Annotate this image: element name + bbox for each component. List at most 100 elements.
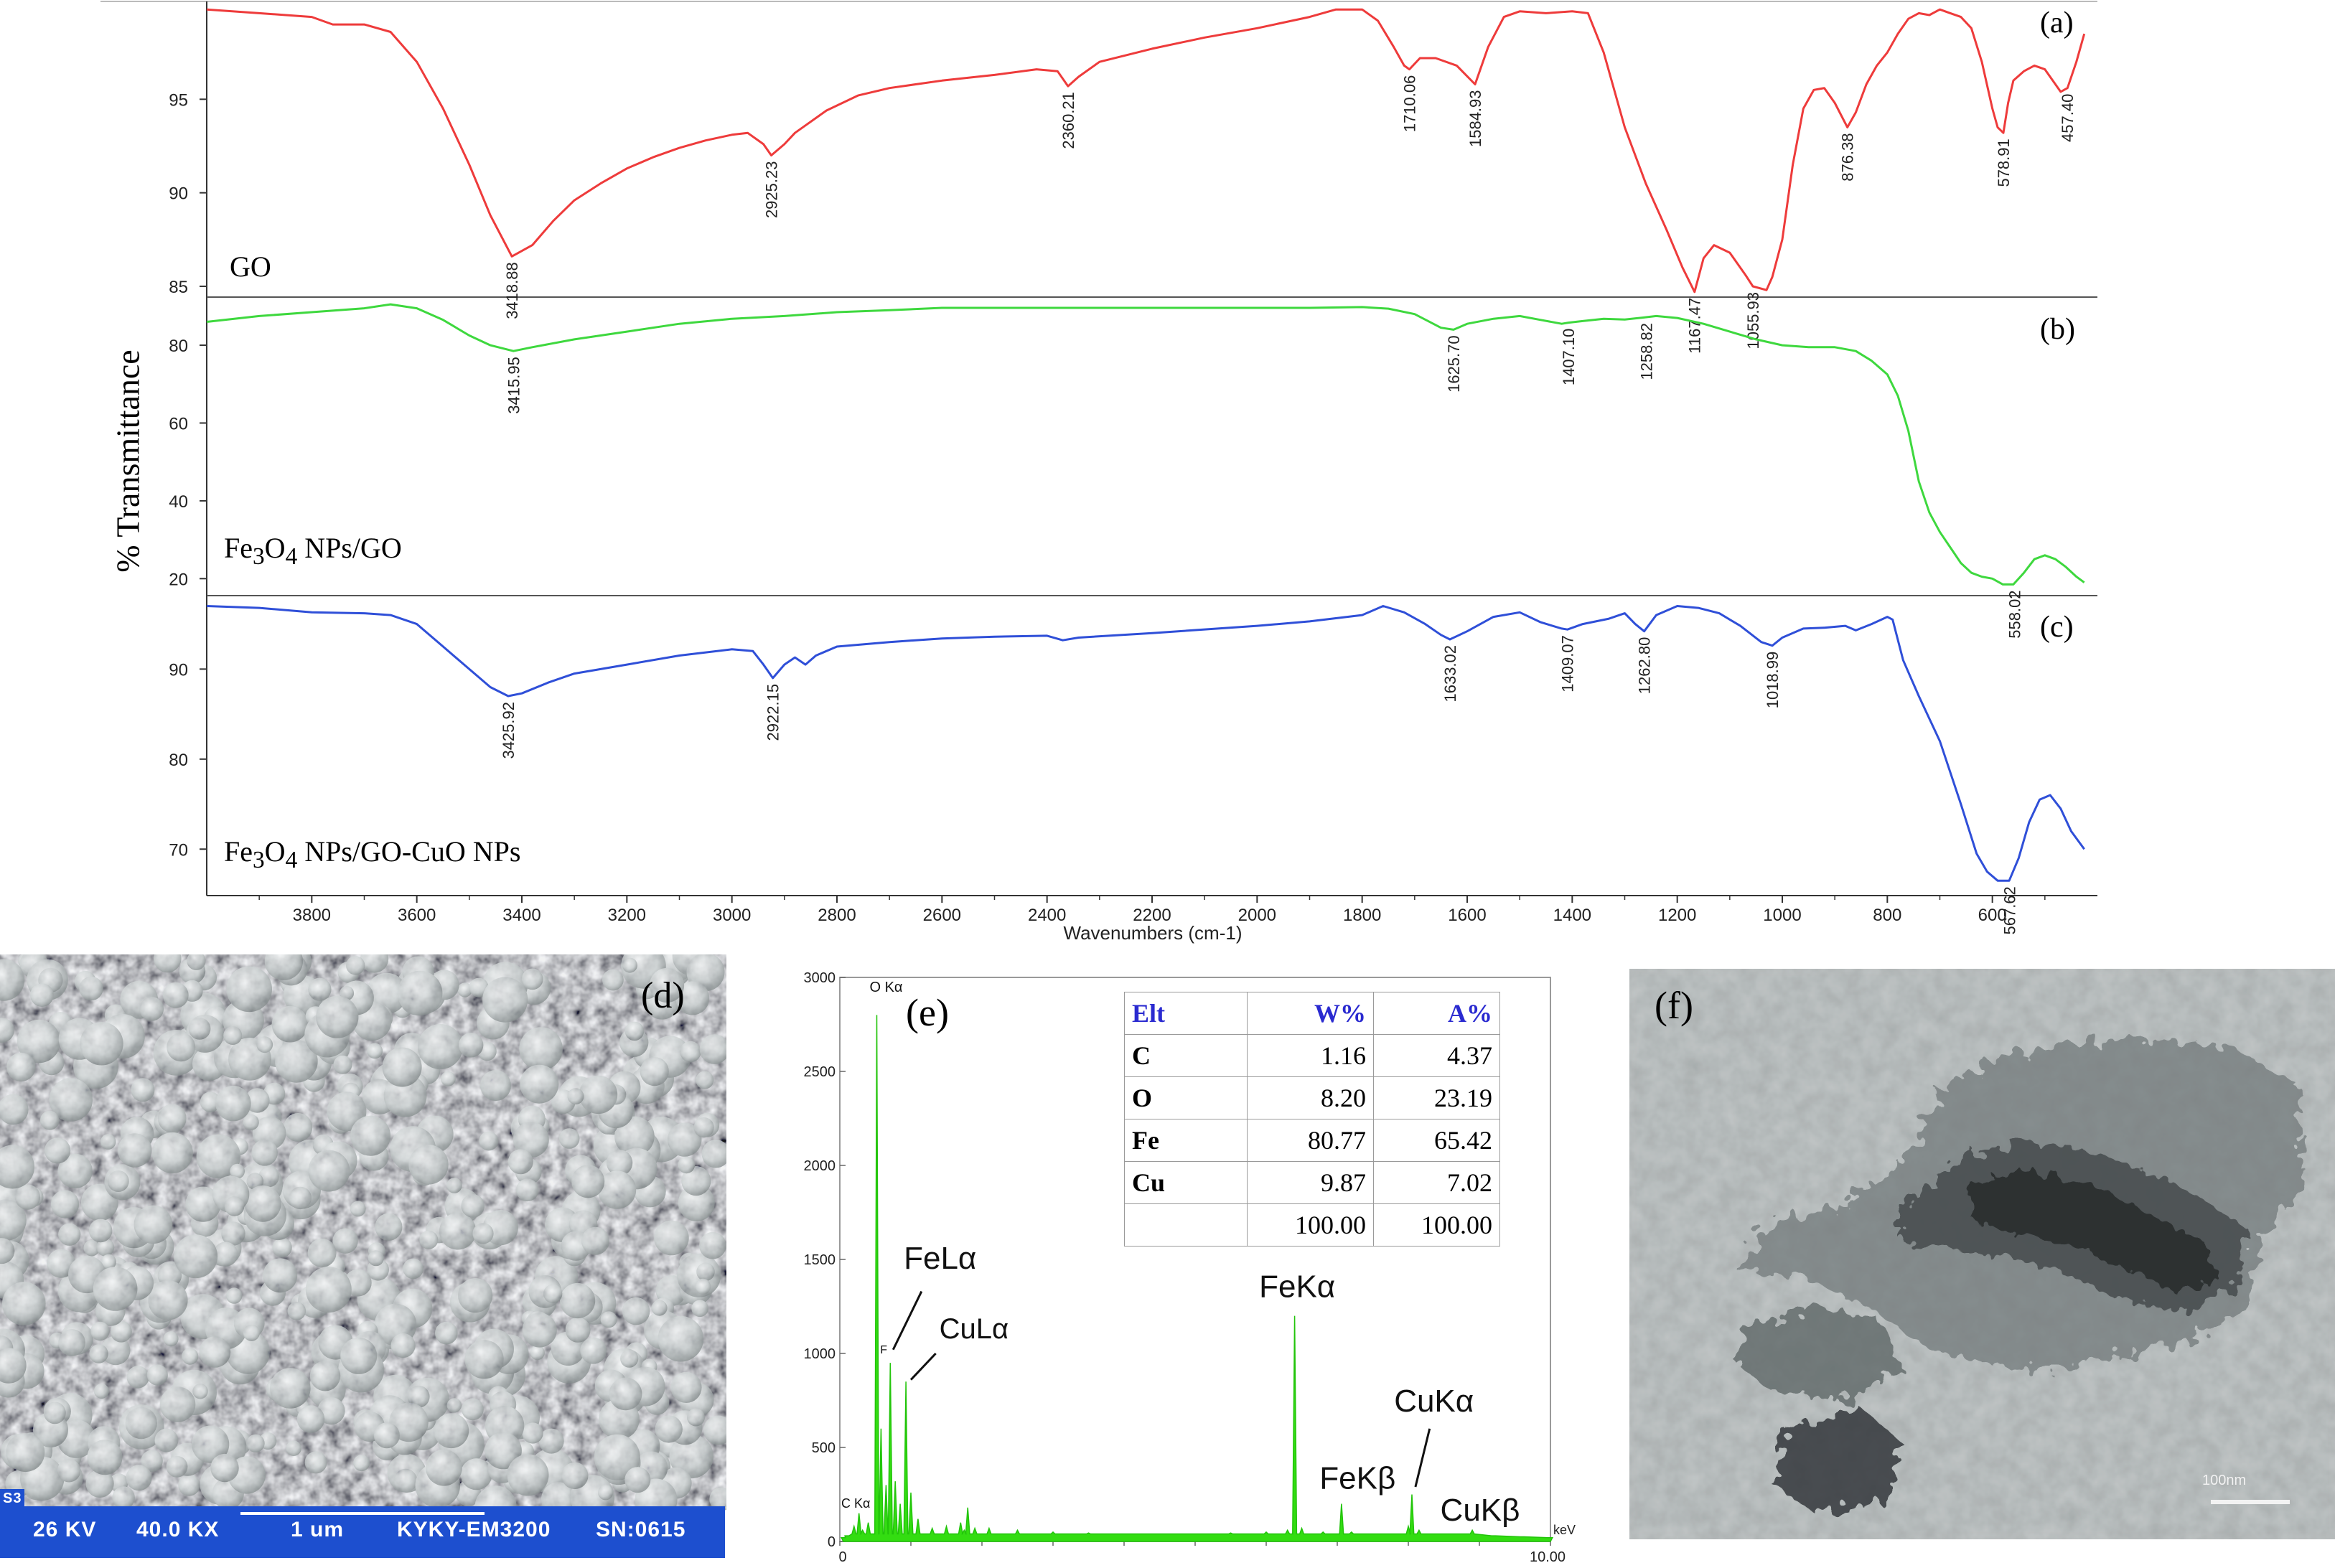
sem-grain [439,1213,477,1250]
sem-grain [609,1377,642,1411]
sem-grain [50,1190,80,1219]
sem-grain [649,967,685,1003]
ftir-y-tick-label: 90 [169,660,188,680]
sem-grain [192,1384,208,1399]
sem-grain [90,1321,110,1341]
table-row: O 8.20 23.19 [1124,1076,1500,1119]
sem-grain [6,1052,36,1082]
sem-grain [163,1331,179,1347]
sem-grain [522,1313,557,1348]
sem-grain [458,1278,493,1313]
sem-grain [479,1131,499,1151]
ftir-x-tick-label: 2000 [1238,906,1276,925]
eds-leader-fela [892,1290,923,1351]
sem-grain [230,1163,245,1179]
sem-grain [579,1075,618,1114]
sem-grain [148,1280,188,1320]
eds-y-tick-label: 500 [812,1440,836,1456]
sem-serial: SN:0615 [596,1518,686,1541]
sem-grain [426,1449,462,1486]
eds-y-tick-label: 1500 [804,1252,836,1268]
ftir-x-tick-label: 2200 [1133,906,1171,925]
sem-grain [271,1005,309,1043]
sem-grain [678,1184,715,1221]
sem-grain [17,1019,61,1064]
sem-grain [157,1104,187,1133]
sem-grain [100,1134,116,1150]
sem-grain [624,1467,651,1493]
sem-grain [614,1116,655,1157]
sem-grain [286,1440,301,1456]
sem-grain [382,1047,422,1087]
eds-table-header: Elt W% A% [1124,992,1500,1035]
sem-grain [141,1450,163,1472]
sem-grain [58,1223,81,1246]
ftir-peak-label: 3425.92 [500,702,518,759]
sem-grain [393,1468,418,1493]
sem-grain [210,1453,239,1483]
sem-grain [507,1149,533,1175]
ftir-peak-label: 3418.88 [503,262,521,319]
sem-grain [693,1117,714,1138]
sem-grain [185,1186,221,1222]
ftir-peak-label: 1633.02 [1441,645,1459,703]
table-row: Cu 9.87 7.02 [1124,1161,1500,1204]
sem-grain [446,1398,462,1413]
sem-grain [244,1185,281,1222]
sem-info-bar: S3 26 KV 40.0 KX 1 um KYKY-EM3200 SN:061… [0,1489,725,1558]
sem-grain [309,1361,341,1391]
eds-leader-cuka [1414,1428,1431,1488]
sem-grain [397,970,443,1016]
sem-grain [565,1317,591,1343]
sem-grain [680,1041,701,1063]
ftir-x-tick-label: 1400 [1553,906,1591,925]
ftir-peak-label: 1167.47 [1685,298,1703,354]
ftir-series-go [206,8,2086,294]
sem-grain [159,1386,196,1422]
ftir-x-tick-label: 2400 [1028,906,1066,925]
ftir-y-axis-title: % Transmittance [109,349,146,573]
sem-grain [80,1022,123,1066]
sem-grain [543,1284,563,1303]
sem-grain [353,1455,370,1472]
sample-name-fe3o4-go: Fe3O4 NPs/GO [224,532,402,570]
sem-grain [162,982,189,1008]
sem-grain [226,1287,243,1304]
sem-grain [327,1092,367,1132]
sem-grain [284,1113,313,1142]
sem-grain [0,959,25,1001]
sem-grain [567,1088,584,1105]
sem-grain [558,1128,580,1149]
sem-grain [118,1133,152,1168]
panel-label-c: (c) [2040,611,2074,644]
sem-grain [287,1302,307,1320]
ftir-peak-label: 2922.15 [764,684,782,741]
sem-grain [513,1122,549,1158]
ftir-x-tick-label: 800 [1873,906,1901,925]
ftir-peak-label: 567.62 [2001,886,2018,934]
ftir-x-tick-label: 2800 [818,906,856,925]
sem-grain [308,1150,350,1192]
sem-grain [678,1156,696,1174]
sem-grain [675,981,710,1015]
sem-grain [515,1178,539,1202]
sample-name-fe3o4-go-cuo: Fe3O4 NPs/GO-CuO NPs [224,835,521,873]
eds-y-tick-label: 3000 [804,970,836,986]
sem-grain [464,1340,504,1379]
sem-grain [57,1153,93,1188]
sem-grain [289,1186,312,1210]
eds-peak-annotation: F [880,1344,887,1356]
ftir-y-tick-label: 95 [169,90,188,110]
sem-grain [89,1344,108,1363]
sem-grain [418,1024,463,1069]
sem-grain [658,1315,704,1362]
ftir-x-tick-label: 1800 [1343,906,1381,925]
sem-grain [530,1345,545,1361]
ftir-y-tick-label: 85 [169,278,188,297]
sem-grain [333,1055,352,1074]
sem-grain [223,1026,243,1045]
sem-grain [434,1413,469,1449]
sem-grain [670,1371,702,1403]
ftir-x-tick-label: 3400 [502,906,541,925]
sem-grain [87,1440,123,1475]
